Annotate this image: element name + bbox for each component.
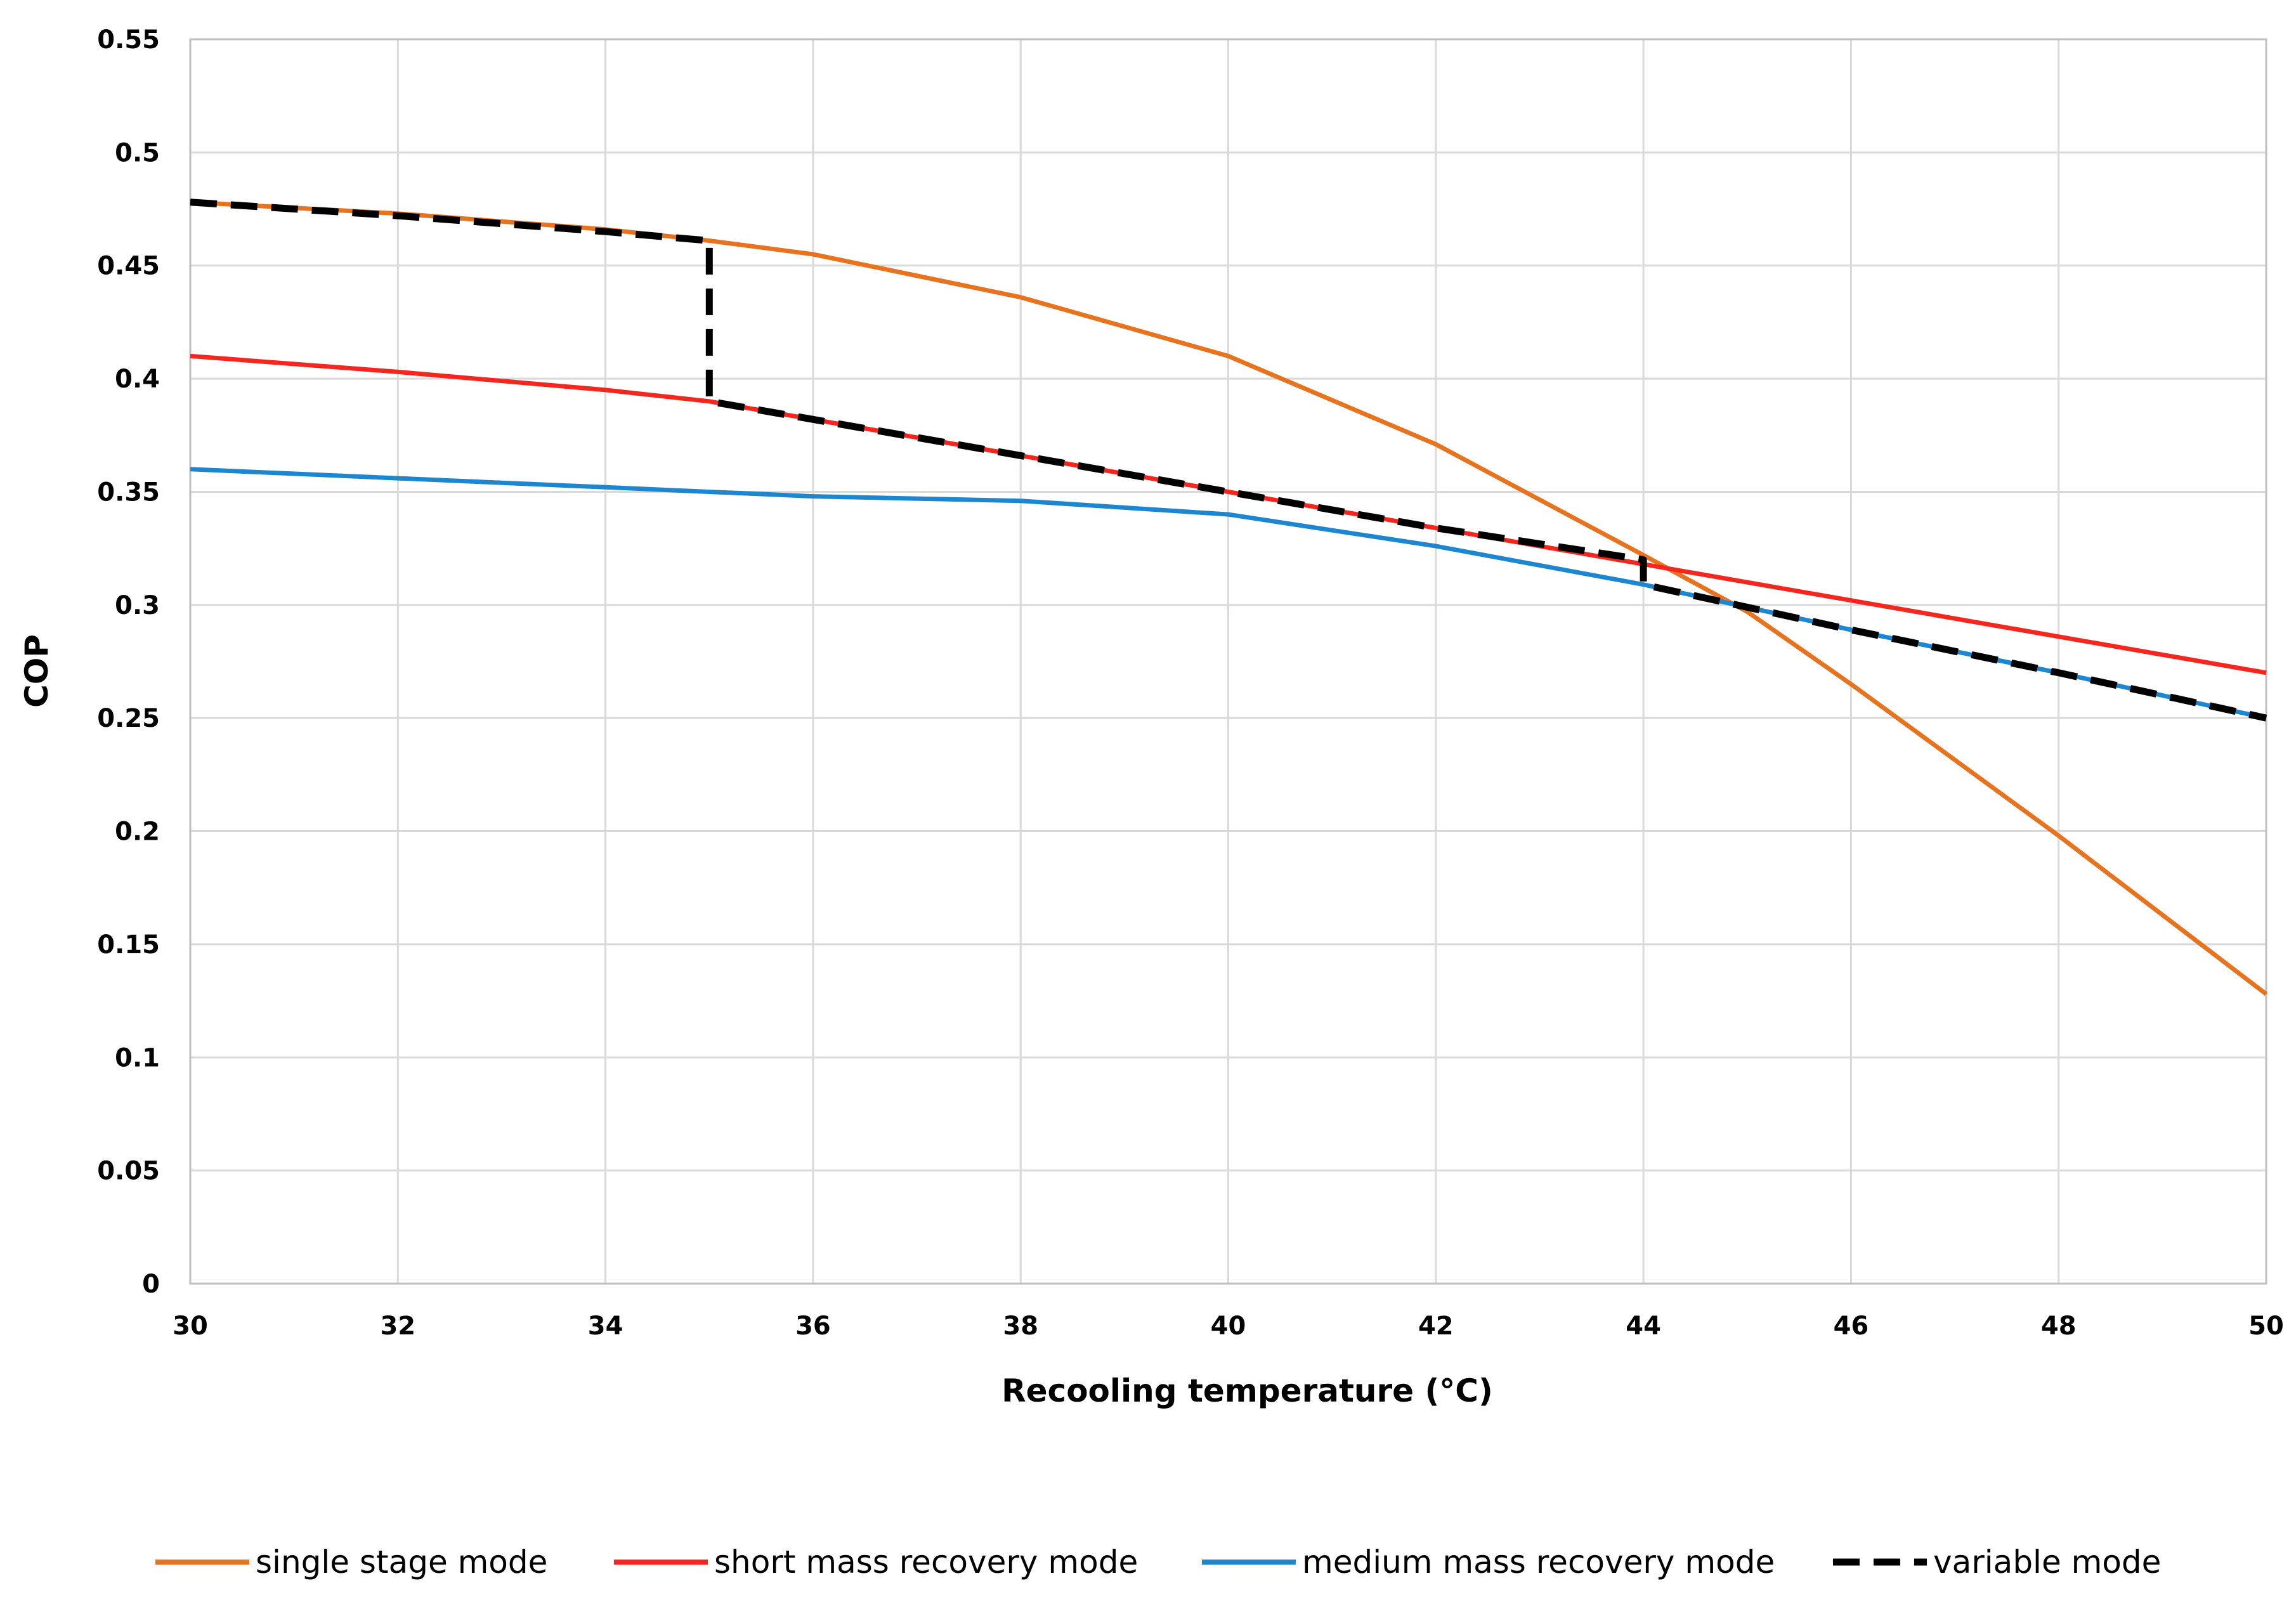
legend-label: single stage mode — [256, 1544, 547, 1580]
legend: single stage mode short mass recovery mod… — [155, 1544, 2161, 1580]
y-tick-label: 0.2 — [115, 818, 160, 847]
series-line-medium-mass-recovery-mode — [190, 467, 2267, 720]
y-tick-label: 0.35 — [97, 478, 160, 507]
y-tick-label: 0.05 — [97, 1157, 160, 1186]
x-tick-label: 38 — [1003, 1312, 1038, 1341]
legend-label: short mass recovery mode — [714, 1544, 1138, 1580]
x-tick-label: 50 — [2248, 1312, 2284, 1341]
x-tick-label: 42 — [1418, 1312, 1454, 1341]
x-tick-label: 44 — [1626, 1312, 1661, 1341]
x-tick-label: 46 — [1834, 1312, 1869, 1341]
tick-labels: 30 32 34 36 38 40 42 44 46 48 50 0 0.05 0.1 0.15 0.2 0.2… — [97, 25, 2284, 1341]
legend-label: medium mass recovery mode — [1302, 1544, 1775, 1580]
y-tick-label: 0.25 — [97, 704, 160, 733]
y-tick-label: 0.3 — [115, 591, 160, 620]
x-tick-label: 32 — [380, 1312, 415, 1341]
y-tick-label: 0.4 — [115, 365, 160, 394]
x-tick-label: 40 — [1211, 1312, 1246, 1341]
x-axis-title: Recooling temperature (°C) — [1001, 1372, 1493, 1409]
x-tick-label: 34 — [588, 1312, 623, 1341]
y-axis-title: COP — [18, 634, 55, 708]
y-tick-label: 0.55 — [97, 25, 160, 55]
x-tick-label: 48 — [2041, 1312, 2077, 1341]
legend-label: variable mode — [1933, 1544, 2161, 1580]
y-tick-label: 0.5 — [115, 138, 160, 167]
x-tick-label: 36 — [795, 1312, 831, 1341]
y-tick-label: 0 — [142, 1270, 160, 1299]
y-tick-label: 0.1 — [115, 1043, 160, 1072]
y-tick-label: 0.15 — [97, 930, 160, 960]
x-tick-label: 30 — [173, 1312, 208, 1341]
series-line-variable-mode — [190, 199, 2267, 722]
y-tick-label: 0.45 — [97, 252, 160, 281]
plot-area-frame — [189, 38, 2267, 1285]
series-layer — [190, 199, 2268, 996]
